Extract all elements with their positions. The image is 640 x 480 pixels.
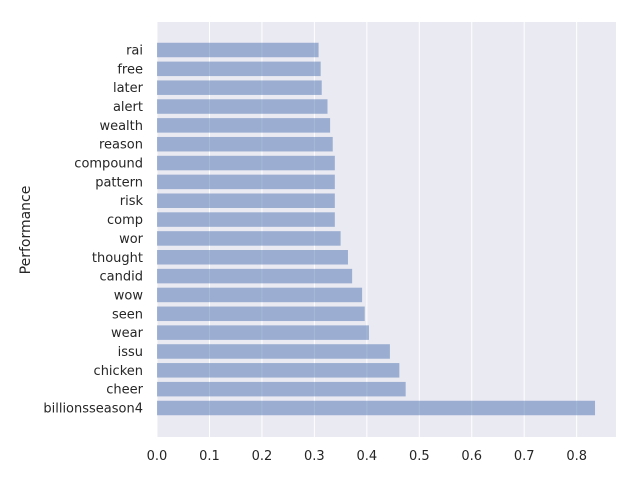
- bar: [157, 174, 335, 190]
- y-tick-label: chicken: [94, 364, 143, 379]
- bar: [157, 381, 406, 397]
- x-tick-label: 0.4: [356, 449, 377, 464]
- y-tick-label: compound: [74, 157, 143, 172]
- bar: [157, 42, 319, 58]
- y-tick-label: free: [117, 62, 143, 77]
- y-tick-label: billionsseason4: [43, 402, 143, 417]
- x-tick-labels: 0.0 0.1 0.2 0.3 0.4 0.5 0.6 0.7 0.8: [147, 449, 587, 464]
- y-tick-label: comp: [107, 213, 143, 228]
- y-tick-label: pattern: [95, 175, 143, 190]
- bar: [157, 99, 328, 114]
- y-tick-label: reason: [99, 138, 143, 153]
- y-tick-label: cheer: [106, 383, 143, 398]
- bar: [157, 306, 365, 322]
- x-tick-label: 0.6: [461, 449, 482, 464]
- x-tick-label: 0.1: [199, 449, 220, 464]
- x-tick-label: 0.3: [304, 449, 325, 464]
- x-tick-label: 0.8: [566, 449, 587, 464]
- bar: [157, 363, 400, 378]
- bar: [157, 400, 596, 416]
- bar: [157, 212, 335, 227]
- y-tick-label: candid: [100, 270, 143, 285]
- bar: [157, 136, 333, 152]
- y-tick-label: wow: [114, 288, 144, 303]
- bar: [157, 155, 335, 171]
- y-tick-label: wear: [111, 326, 144, 341]
- y-tick-label: alert: [113, 100, 143, 115]
- bar: [157, 61, 321, 77]
- bar: [157, 325, 369, 340]
- bar: [157, 118, 331, 133]
- y-axis-label: Performance: [18, 186, 34, 275]
- bars: [157, 42, 596, 416]
- x-tick-label: 0.5: [409, 449, 430, 464]
- bar: [157, 268, 353, 284]
- y-tick-label: later: [113, 81, 144, 96]
- y-tick-label: rai: [126, 44, 143, 59]
- bar: [157, 80, 322, 95]
- bar: [157, 344, 390, 359]
- bar: [157, 287, 363, 303]
- x-tick-label: 0.0: [147, 449, 168, 464]
- bar: [157, 193, 335, 208]
- y-tick-label: wealth: [99, 119, 143, 134]
- y-tick-label: risk: [120, 194, 144, 209]
- bar: [157, 231, 341, 246]
- y-tick-label: wor: [119, 232, 144, 247]
- y-tick-labels: billionsseason4 cheer chicken issu wear seen w…: [43, 44, 143, 417]
- x-tick-label: 0.2: [252, 449, 273, 464]
- y-tick-label: thought: [92, 251, 143, 266]
- x-tick-label: 0.7: [514, 449, 535, 464]
- y-tick-label: issu: [118, 345, 143, 360]
- y-tick-label: seen: [112, 307, 143, 322]
- bar: [157, 250, 348, 265]
